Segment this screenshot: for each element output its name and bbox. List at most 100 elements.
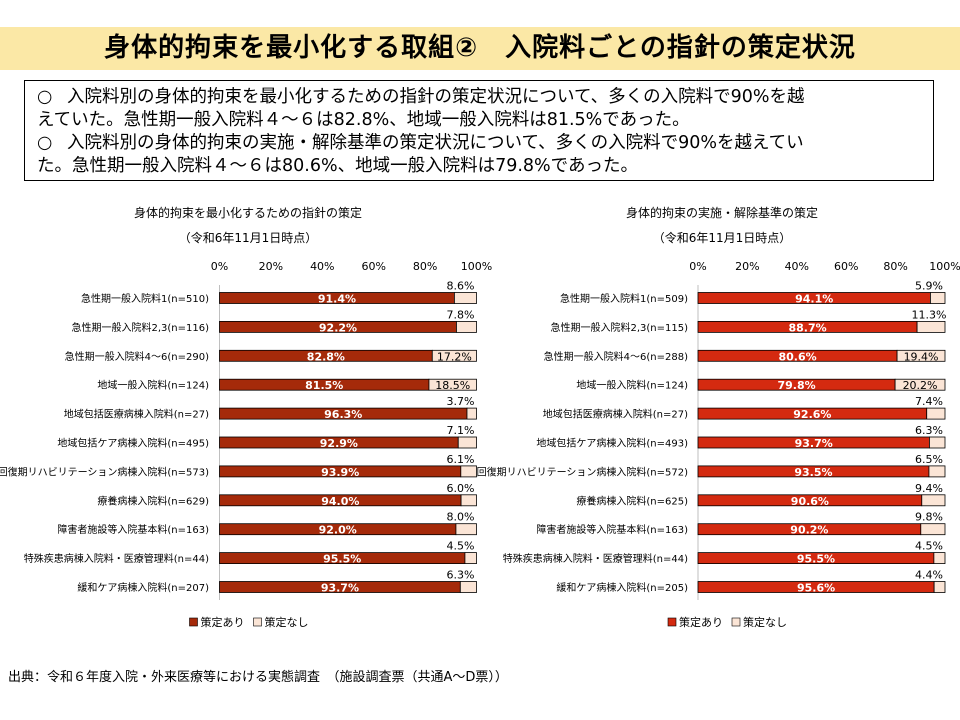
data-label-no: 8.6% (447, 280, 475, 293)
chart-subtitle: （令和6年11月1日時点） (653, 230, 792, 245)
bar-no (896, 349, 946, 362)
legend-label-no: 策定なし (743, 615, 787, 629)
x-tick-label: 100% (461, 260, 492, 273)
data-label-yes: 92.2% (319, 321, 357, 334)
data-label-yes: 88.7% (788, 321, 826, 334)
x-tick-label: 0% (689, 260, 706, 273)
title-band (0, 27, 960, 70)
data-label-no: 4.5% (447, 540, 475, 553)
category-label: 急性期一般入院料4～6(n=288) (544, 350, 688, 363)
category-label: 地域包括ケア病棟入院料(n=495) (57, 437, 209, 450)
data-label-yes: 92.9% (320, 437, 358, 450)
bar-no (460, 494, 477, 507)
legend-label-no: 策定なし (265, 615, 309, 629)
category-label: 緩和ケア病棟入院料(n=205) (556, 581, 688, 594)
data-label-yes: 82.8% (307, 350, 345, 363)
bar-no (933, 581, 946, 593)
x-tick-label: 60% (834, 260, 858, 273)
bar-no (466, 407, 477, 420)
x-tick-label: 40% (310, 260, 334, 273)
source-note: 出典：令和６年度入院・外来医療等における実態調査 （施設調査票（共通A～D票）） (8, 670, 508, 685)
bar-no (464, 552, 477, 565)
x-tick-label: 20% (735, 260, 759, 273)
data-label-yes: 93.7% (795, 437, 833, 450)
data-label-yes: 92.0% (319, 524, 357, 537)
summary-box: ○ 入院料別の身体的拘束を最小化するための指針の策定状況について、多くの入院料で9… (24, 80, 934, 181)
legend-swatch-no (253, 617, 262, 627)
category-label: 特殊疾患病棟入院料・医療管理料(n=44) (24, 552, 209, 565)
category-label: 障害者施設等入院基本料(n=163) (57, 523, 209, 536)
category-label: 急性期一般入院料1(n=509) (560, 292, 688, 305)
legend-swatch-no (731, 617, 741, 627)
data-label-no: 4.5% (915, 540, 943, 553)
data-label-yes: 79.8% (777, 379, 815, 392)
data-label-yes: 93.7% (321, 582, 359, 595)
data-label-no: 7.8% (447, 308, 475, 321)
data-label-no: 7.4% (915, 395, 943, 408)
bullet-mark: ○ (37, 87, 53, 107)
legend-swatch-yes (667, 617, 677, 627)
data-label-no: 6.1% (447, 453, 475, 466)
category-label: 急性期一般入院料2,3(n=115) (550, 321, 688, 334)
data-label-yes: 95.5% (323, 553, 361, 566)
bar-no (453, 292, 477, 304)
bar-no (928, 465, 946, 478)
category-label: 地域包括医療病棟入院料(n=27) (543, 408, 688, 421)
summary-text: えていた。急性期一般入院料４～６は82.8%、地域一般入院料は81.5%であった… (37, 110, 690, 130)
data-label-no: 11.3% (912, 308, 947, 321)
category-label: 特殊疾患病棟入院料・医療管理料(n=44) (503, 552, 688, 565)
x-tick-label: 0% (211, 260, 228, 273)
category-label: 急性期一般入院料1(n=510) (81, 292, 209, 305)
bar-no (457, 436, 477, 449)
data-label-no: 18.5% (435, 379, 470, 392)
page-title: 身体的拘束を最小化する取組② 入院料ごとの指針の策定状況 (104, 33, 856, 63)
bar-no (933, 552, 946, 565)
bar-no (930, 292, 946, 304)
chart-title: 身体的拘束を最小化するための指針の策定 (134, 205, 362, 220)
bar-no (916, 321, 946, 333)
data-label-no: 6.5% (915, 453, 943, 466)
x-tick-label: 20% (259, 260, 283, 273)
data-label-yes: 93.9% (321, 466, 359, 479)
data-label-yes: 95.6% (797, 582, 835, 595)
bar-no (459, 581, 477, 593)
data-label-no: 5.9% (915, 280, 943, 293)
category-label: 回復期リハビリテーション病棟入院料(n=573) (0, 465, 209, 478)
x-tick-label: 60% (361, 260, 385, 273)
data-label-yes: 95.5% (797, 553, 835, 566)
data-label-no: 7.1% (447, 424, 475, 437)
summary-text: た。急性期一般入院料４～６は80.6%、地域一般入院料は79.8%であった。 (37, 156, 639, 176)
data-label-yes: 91.4% (318, 293, 356, 306)
category-label: 療養病棟入院料(n=625) (576, 494, 688, 507)
data-label-yes: 94.1% (795, 293, 833, 306)
data-label-no: 9.8% (915, 511, 943, 524)
data-label-yes: 90.6% (791, 495, 829, 508)
summary-text: 入院料別の身体的拘束の実施・解除基準の策定状況について、多くの入院料で90%を越… (67, 133, 804, 153)
chart-subtitle: （令和6年11月1日時点） (179, 230, 318, 245)
summary-bullet-1: ○ 入院料別の身体的拘束を最小化するための指針の策定状況について、多くの入院料で9… (37, 86, 921, 132)
x-tick-label: 40% (785, 260, 809, 273)
category-label: 急性期一般入院料2,3(n=116) (71, 321, 209, 334)
bar-no (921, 494, 946, 507)
category-label: 地域一般入院料(n=124) (576, 379, 688, 392)
category-label: 回復期リハビリテーション病棟入院料(n=572) (477, 465, 689, 478)
bar-no (926, 407, 946, 420)
category-label: 急性期一般入院料4～6(n=290) (65, 350, 209, 363)
data-label-yes: 90.2% (790, 524, 828, 537)
data-label-no: 6.3% (915, 424, 943, 437)
x-tick-label: 80% (883, 260, 907, 273)
data-label-no: 3.7% (447, 395, 475, 408)
data-label-yes: 96.3% (324, 408, 362, 421)
data-label-yes: 81.5% (305, 379, 343, 392)
data-label-no: 4.4% (915, 569, 943, 582)
data-label-yes: 92.6% (793, 408, 831, 421)
category-label: 緩和ケア病棟入院料(n=207) (77, 581, 209, 594)
x-tick-label: 100% (929, 260, 960, 273)
bar-no (929, 436, 946, 449)
data-label-no: 19.4% (904, 350, 939, 363)
category-label: 地域包括医療病棟入院料(n=27) (64, 408, 209, 421)
bar-no (428, 378, 477, 391)
bar-no (455, 523, 477, 536)
bar-no (920, 523, 946, 536)
bar-no (460, 465, 477, 478)
